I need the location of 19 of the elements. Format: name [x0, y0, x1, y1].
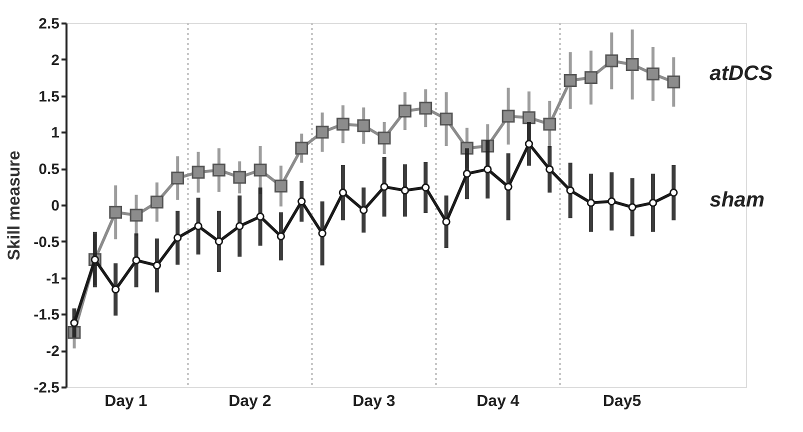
text: Day5 — [602, 393, 642, 410]
text: Day 4 — [476, 393, 520, 410]
y-tick-label: -1.5 — [34, 306, 60, 324]
text: Day 1 — [104, 393, 148, 410]
text: Day 3 — [352, 393, 396, 410]
y-tick-label: 2 — [51, 52, 60, 69]
y-tick-label: 2.5 — [38, 16, 60, 32]
y-tick-label: 1 — [51, 124, 60, 142]
y-tick-label: -2 — [46, 343, 60, 360]
y-tick-label: 0 — [51, 198, 60, 214]
series-label: atDCS — [710, 62, 773, 85]
y-tick-label: -1 — [46, 270, 60, 288]
y-tick-label: -0.5 — [34, 234, 60, 251]
y-tick-label: 1.5 — [38, 88, 60, 106]
y-tick-label: -2.5 — [34, 380, 60, 396]
series-label: sham — [710, 188, 765, 212]
y-axis-title: Skill measure — [4, 150, 24, 260]
text: Day 2 — [228, 393, 272, 410]
y-tick-label: 0.5 — [38, 161, 60, 178]
